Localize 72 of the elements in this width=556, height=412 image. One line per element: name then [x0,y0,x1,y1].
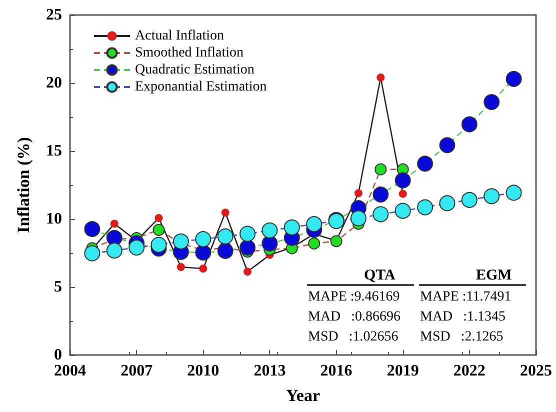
y-tick-label: 5 [54,278,62,296]
annotation: MSD :1.02656 [308,330,398,344]
point [306,216,322,232]
y-tick-label: 0 [54,346,62,364]
annotation: MAD :0.86696 [308,310,401,324]
point [199,264,208,273]
point [506,70,522,87]
point [150,236,167,253]
legend-label: Smoothed Inflation [135,46,244,60]
x-tick-label: 2019 [386,362,419,380]
point [154,214,163,222]
point [484,188,500,204]
x-tick-label: 2010 [187,362,220,380]
point [461,116,478,132]
point [244,268,252,276]
point [417,199,434,216]
legend-label: Actual Inflation [135,28,224,44]
x-axis-title: Year [286,386,320,405]
point [84,221,100,238]
annotation: MAPE :11.7491 [420,290,512,304]
x-tick-label: 2025 [520,362,552,380]
legend-label: Exponantial Estimation [135,80,267,94]
point [128,240,145,256]
point [461,192,478,208]
annotation: MAPE :9.46169 [308,290,400,304]
point [394,202,411,219]
point [376,74,385,82]
point [195,231,212,248]
annotation: QTA [364,268,396,284]
point [152,224,165,236]
point [262,222,278,238]
annotation: MSD :2.1265 [420,330,504,344]
point [110,220,118,228]
point [172,233,189,250]
x-tick-label: 2022 [453,362,486,380]
y-axis-title: Inflation (%) [14,137,33,233]
point [106,242,122,259]
point [350,210,366,226]
y-tick-label: 25 [46,6,62,24]
point [354,189,362,198]
point [240,226,256,242]
y-tick-label: 15 [46,142,62,160]
point [176,263,185,272]
point [372,206,389,222]
point [195,244,212,261]
point [221,208,230,217]
x-tick-label: 2007 [120,362,153,380]
legend-label: Quadratic Estimation [135,62,254,78]
x-tick-label: 2016 [320,362,352,380]
x-tick-label: 2013 [254,362,286,380]
point [439,195,456,212]
point [240,240,256,256]
y-tick-label: 10 [46,210,62,228]
point [417,156,434,172]
y-tick-label: 20 [46,74,62,92]
point [439,137,456,154]
point [398,190,407,198]
annotation: MAD :1.1345 [420,310,506,324]
point [217,242,234,259]
point [372,186,389,203]
x-tick-label: 2004 [54,362,86,380]
point [484,94,500,110]
point [284,219,300,236]
point [262,235,278,252]
point [506,184,522,201]
point [394,172,411,188]
annotation: EGM [476,268,512,284]
point [217,228,234,244]
point [84,245,100,262]
point [330,235,342,248]
point [308,237,320,250]
point [374,163,387,176]
